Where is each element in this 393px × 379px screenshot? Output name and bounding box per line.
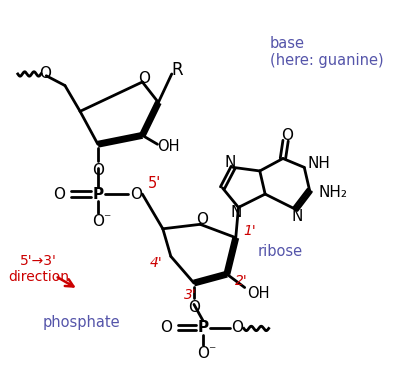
Text: O: O — [197, 346, 209, 361]
Text: P: P — [92, 186, 103, 202]
Text: O: O — [92, 214, 104, 229]
Text: O: O — [196, 212, 208, 227]
Text: 2': 2' — [235, 274, 248, 288]
Text: O: O — [53, 186, 66, 202]
Text: O: O — [231, 320, 244, 335]
Text: O: O — [281, 128, 294, 143]
Text: N: N — [292, 209, 303, 224]
Text: 5': 5' — [148, 176, 162, 191]
Text: R: R — [171, 61, 183, 78]
Text: OH: OH — [247, 286, 269, 301]
Text: O: O — [188, 299, 200, 315]
Text: ⁻: ⁻ — [208, 344, 215, 358]
Text: O: O — [39, 66, 51, 81]
Text: N: N — [231, 205, 242, 220]
Text: OH: OH — [157, 139, 180, 153]
Text: 4': 4' — [149, 255, 162, 269]
Text: phosphate: phosphate — [43, 315, 121, 330]
Text: NH₂: NH₂ — [318, 185, 347, 200]
Text: N: N — [225, 155, 236, 169]
Text: ribose: ribose — [258, 244, 303, 258]
Text: O: O — [138, 71, 150, 86]
Text: O: O — [92, 163, 104, 179]
Text: ⁻: ⁻ — [103, 212, 110, 226]
Text: base
(here: guanine): base (here: guanine) — [270, 36, 383, 68]
Text: P: P — [197, 320, 208, 335]
Text: O: O — [130, 186, 142, 202]
Text: 5'→3'
direction: 5'→3' direction — [8, 254, 69, 284]
Text: O: O — [160, 320, 173, 335]
Text: 1': 1' — [244, 224, 256, 238]
Text: NH: NH — [307, 156, 330, 171]
Text: 3': 3' — [184, 288, 197, 302]
